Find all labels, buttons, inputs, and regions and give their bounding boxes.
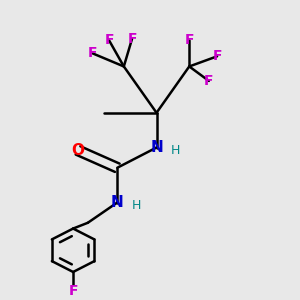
Text: F: F [204,74,214,88]
Text: F: F [68,284,78,298]
Text: F: F [184,33,194,47]
Text: F: F [212,49,222,63]
Text: F: F [88,46,98,60]
Text: H: H [171,145,180,158]
Text: F: F [127,32,137,46]
Text: N: N [150,140,163,155]
Text: O: O [71,143,85,158]
Text: N: N [111,195,124,210]
Text: H: H [132,200,141,212]
Text: F: F [104,33,114,47]
